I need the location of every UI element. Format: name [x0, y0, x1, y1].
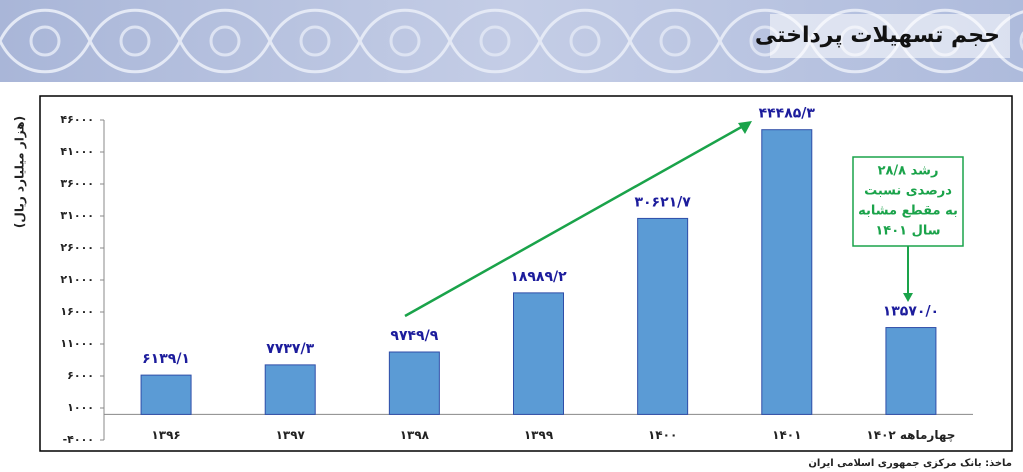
value-label: ۱۳۵۷۰/۰ [883, 304, 939, 320]
value-label: ۱۸۹۸۹/۲ [510, 269, 567, 285]
annotation-box [852, 156, 964, 247]
bar [264, 364, 316, 415]
annotation-line: رشد ۲۸/۸ [878, 164, 939, 179]
value-label: ۳۰۶۲۱/۷ [634, 194, 691, 210]
title-backdrop [770, 14, 1010, 58]
y-tick-label: ۱۰۰۰ [67, 401, 94, 414]
y-tick-label: ۳۶۰۰۰ [60, 177, 94, 190]
annotation-arrow-head [903, 293, 913, 302]
y-tick-label: ۳۱۰۰۰ [60, 209, 94, 222]
value-label: ۹۷۴۹/۹ [390, 328, 438, 344]
annotation-line: سال ۱۴۰۱ [875, 224, 940, 239]
y-tick-label: ۱۱۰۰۰ [60, 337, 94, 350]
source: ماخذ: بانک مرکزی جمهوری اسلامی ایران [808, 458, 1012, 469]
annotation-line: درصدی نسبت [864, 184, 952, 199]
x-tick-label: ۱۴۰۰ [648, 428, 677, 442]
bar [388, 351, 440, 415]
bar [140, 374, 192, 415]
trend-arrow [404, 123, 746, 318]
y-tick-label: ۶۰۰۰ [67, 369, 94, 382]
bar [885, 327, 937, 415]
x-tick-label: ۱۳۹۶ [151, 428, 180, 442]
y-tick-label: -۴۰۰۰ [63, 433, 94, 446]
y-tick-label: ۲۶۰۰۰ [60, 241, 94, 254]
annotation-line: به مقطع مشابه [858, 204, 958, 219]
value-label: ۷۷۳۷/۳ [266, 341, 314, 357]
x-tick-label: ۱۳۹۷ [276, 428, 306, 442]
value-label: ۶۱۳۹/۱ [142, 351, 190, 367]
value-label: ۴۴۴۸۵/۳ [759, 106, 816, 122]
x-tick-label: ۱۳۹۹ [524, 428, 554, 442]
trend-arrow-head [738, 121, 752, 134]
x-tick-label: ۱۴۰۱ [772, 428, 801, 442]
y-tick-label: ۱۶۰۰۰ [60, 305, 94, 318]
header-title: حجم تسهیلات پرداختی [755, 23, 1000, 48]
x-tick-label: ۱۳۹۸ [400, 428, 430, 442]
x-tick-label: چهارماهه ۱۴۰۲ [866, 428, 955, 442]
y-axis-label: (هزار میلیارد ریال) [13, 116, 27, 228]
bar [637, 217, 689, 415]
y-tick-label: ۴۱۰۰۰ [60, 145, 94, 158]
bar [761, 129, 813, 415]
bar [513, 292, 564, 415]
y-tick-label: ۲۱۰۰۰ [60, 273, 94, 286]
y-tick-label: ۴۶۰۰۰ [60, 113, 94, 126]
